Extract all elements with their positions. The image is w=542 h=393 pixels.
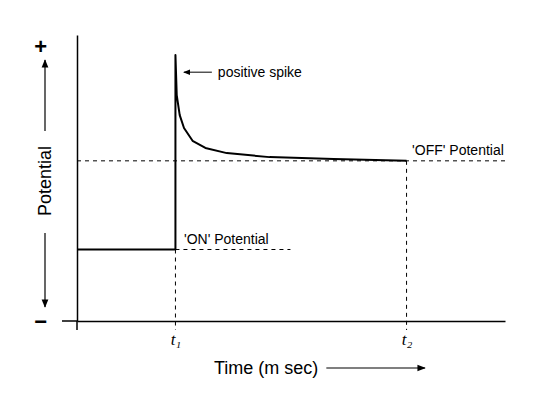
y-axis-line: [77, 36, 79, 322]
plot-area: [77, 55, 407, 249]
x-tick-label: t₂: [402, 330, 413, 349]
y-tick: +: [34, 34, 77, 59]
annotation: 'OFF' Potential: [412, 142, 504, 158]
annotation: positive spike: [218, 64, 302, 80]
y-tick-label: +: [34, 34, 47, 59]
annotation: 'ON' Potential: [184, 231, 269, 247]
x-axis: t₁ t₂: [78, 321, 506, 349]
annotation-arrow: [184, 72, 212, 73]
guide-lines: [77, 161, 505, 330]
x-tick-label: t₁: [171, 330, 182, 349]
y-tick: −: [34, 309, 77, 334]
y-tick-label: −: [34, 309, 47, 334]
on-level-guide: [175, 249, 290, 250]
x-tick: t₂: [402, 321, 413, 349]
x-axis-line: [78, 321, 506, 323]
y-axis-extension: [76, 321, 78, 330]
y-title-arrow-down: [44, 233, 45, 307]
tick-guide: [406, 161, 407, 330]
y-axis: −+: [34, 34, 77, 334]
off-level-guide: [77, 160, 505, 161]
chart: −+t₁t₂positive spike'ON' Potential'OFF' …: [0, 0, 542, 393]
x-axis-title: Time (m sec): [214, 358, 318, 378]
y-axis-title: Potential: [35, 146, 55, 216]
tick-guide: [175, 250, 176, 331]
y-title-arrow-up: [44, 60, 45, 131]
potential-line: [77, 55, 407, 249]
x-axis-extension: [62, 320, 77, 322]
x-title-arrow: [326, 367, 425, 368]
x-tick: t₁: [171, 321, 182, 349]
